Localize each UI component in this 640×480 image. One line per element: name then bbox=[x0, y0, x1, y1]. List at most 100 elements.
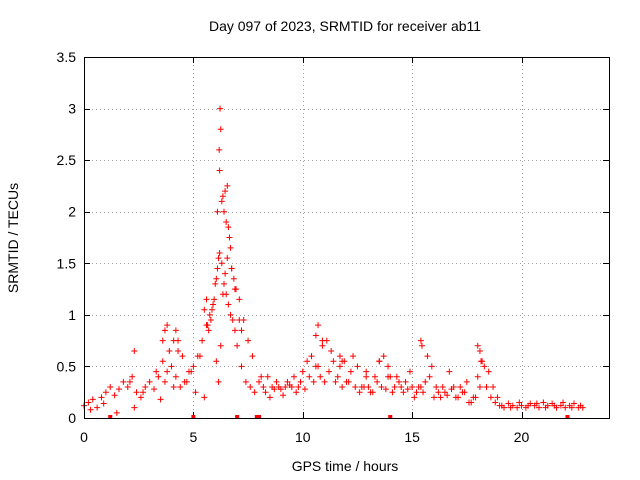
data-point bbox=[319, 342, 326, 349]
data-point bbox=[229, 317, 236, 324]
data-point bbox=[568, 404, 575, 411]
data-point bbox=[476, 347, 483, 354]
data-point bbox=[385, 373, 392, 380]
data-point bbox=[446, 368, 453, 375]
data-point bbox=[85, 399, 92, 406]
data-point bbox=[201, 306, 208, 313]
data-point bbox=[310, 378, 317, 385]
data-point bbox=[291, 373, 297, 380]
data-point bbox=[560, 399, 567, 406]
data-point bbox=[393, 373, 400, 380]
data-points bbox=[81, 105, 586, 416]
data-point bbox=[142, 384, 149, 391]
data-point bbox=[227, 244, 234, 251]
data-point bbox=[306, 373, 313, 380]
data-point bbox=[437, 394, 444, 401]
data-point bbox=[328, 347, 335, 354]
data-point bbox=[378, 384, 385, 391]
data-point bbox=[157, 396, 164, 403]
data-point bbox=[562, 404, 569, 411]
data-point bbox=[505, 400, 512, 407]
data-point bbox=[474, 342, 481, 349]
data-point bbox=[236, 317, 243, 324]
data-point bbox=[367, 389, 374, 396]
data-point bbox=[483, 384, 490, 391]
data-point bbox=[249, 353, 256, 360]
data-point bbox=[177, 384, 184, 391]
data-point bbox=[215, 255, 222, 262]
data-point bbox=[236, 296, 243, 303]
data-point bbox=[439, 384, 446, 391]
data-point bbox=[457, 384, 464, 391]
data-point bbox=[211, 296, 218, 303]
data-point bbox=[179, 353, 186, 360]
data-point bbox=[391, 384, 398, 391]
data-point bbox=[190, 363, 197, 370]
data-point bbox=[258, 373, 265, 380]
data-point bbox=[216, 167, 223, 174]
x-tick-label: 0 bbox=[80, 429, 88, 445]
data-point bbox=[485, 368, 492, 375]
data-point bbox=[476, 384, 483, 391]
data-point bbox=[131, 347, 138, 354]
data-point bbox=[275, 384, 282, 391]
data-point bbox=[256, 378, 262, 385]
data-point bbox=[481, 363, 488, 370]
data-point bbox=[334, 373, 341, 380]
data-point bbox=[494, 394, 501, 401]
data-point bbox=[238, 327, 245, 334]
data-point bbox=[113, 409, 120, 416]
data-point bbox=[398, 384, 405, 391]
data-point bbox=[525, 402, 532, 409]
zero-marker bbox=[254, 415, 259, 419]
data-point bbox=[146, 378, 153, 385]
data-point bbox=[159, 337, 166, 344]
data-point bbox=[396, 378, 402, 385]
data-point bbox=[111, 392, 118, 399]
data-point bbox=[218, 260, 225, 267]
x-axis-label: GPS time / hours bbox=[292, 458, 399, 474]
data-point bbox=[389, 389, 396, 396]
data-point bbox=[242, 378, 249, 385]
data-point bbox=[218, 198, 225, 205]
data-point bbox=[293, 389, 300, 396]
data-point bbox=[124, 384, 131, 391]
data-point bbox=[518, 402, 525, 409]
data-point bbox=[196, 353, 203, 360]
data-point bbox=[459, 389, 466, 396]
data-point bbox=[498, 402, 505, 409]
data-point bbox=[345, 378, 352, 385]
x-tick-label: 15 bbox=[404, 429, 420, 445]
data-point bbox=[516, 399, 523, 406]
data-point bbox=[203, 296, 210, 303]
data-point bbox=[577, 402, 584, 409]
y-tick-label: 1 bbox=[68, 307, 76, 323]
data-point bbox=[251, 389, 258, 396]
data-point bbox=[116, 386, 122, 393]
data-point bbox=[227, 311, 234, 318]
data-point bbox=[332, 378, 339, 385]
data-point bbox=[424, 353, 431, 360]
data-point bbox=[217, 126, 224, 133]
data-point bbox=[288, 384, 295, 391]
data-point bbox=[222, 270, 229, 277]
data-point bbox=[299, 368, 306, 375]
data-point bbox=[352, 384, 359, 391]
data-point bbox=[214, 265, 221, 272]
data-point bbox=[282, 384, 289, 391]
data-point bbox=[533, 400, 540, 407]
data-point bbox=[224, 182, 231, 189]
data-point bbox=[164, 368, 171, 375]
data-point bbox=[321, 378, 328, 385]
data-point bbox=[217, 105, 224, 112]
data-point bbox=[260, 384, 267, 391]
data-point bbox=[213, 358, 220, 365]
data-point bbox=[312, 332, 319, 339]
data-point bbox=[170, 384, 177, 391]
data-point bbox=[415, 384, 422, 391]
data-point bbox=[409, 384, 416, 391]
data-point bbox=[444, 392, 451, 399]
data-point bbox=[204, 322, 211, 329]
grid bbox=[84, 57, 609, 418]
data-point bbox=[374, 378, 381, 385]
